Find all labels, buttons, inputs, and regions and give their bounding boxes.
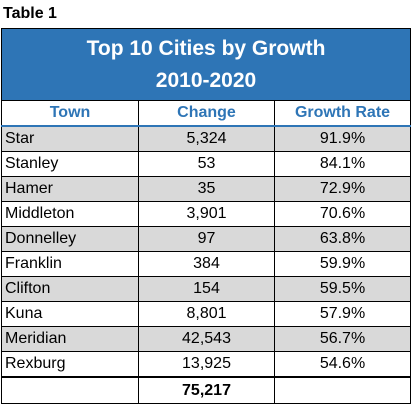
- town-cell: Stanley: [1, 151, 139, 177]
- column-header-town: Town: [1, 100, 139, 127]
- table-caption: Table 1: [3, 5, 57, 22]
- total-rate-cell: [274, 376, 411, 404]
- growth-table: Top 10 Cities by Growth 2010-2020 Town C…: [1, 28, 411, 404]
- total-label-cell: [1, 376, 139, 404]
- table-row: Kuna 8,801 57.9%: [1, 301, 411, 327]
- total-change-cell: 75,217: [138, 376, 275, 404]
- table-title-line1: Top 10 Cities by Growth: [86, 36, 326, 60]
- town-cell: Star: [1, 125, 139, 152]
- town-cell: Clifton: [1, 276, 139, 302]
- growth-rate-cell: 56.7%: [274, 326, 411, 352]
- growth-rate-cell: 84.1%: [274, 151, 411, 177]
- growth-rate-cell: 72.9%: [274, 176, 411, 202]
- table-row: Clifton 154 59.5%: [1, 276, 411, 302]
- table-row: Rexburg 13,925 54.6%: [1, 351, 411, 378]
- growth-rate-cell: 57.9%: [274, 301, 411, 327]
- table-row: Donnelley 97 63.8%: [1, 226, 411, 252]
- table-title-line2: 2010-2020: [155, 68, 257, 92]
- table-row: Hamer 35 72.9%: [1, 176, 411, 202]
- town-cell: Middleton: [1, 201, 139, 227]
- change-cell: 8,801: [138, 301, 275, 327]
- town-cell: Donnelley: [1, 226, 139, 252]
- growth-rate-cell: 59.9%: [274, 251, 411, 277]
- header-row: Town Change Growth Rate: [1, 100, 411, 127]
- column-header-change: Change: [138, 100, 275, 127]
- growth-rate-cell: 70.6%: [274, 201, 411, 227]
- change-cell: 53: [138, 151, 275, 177]
- column-header-growth-rate: Growth Rate: [274, 100, 411, 127]
- table-title: Top 10 Cities by Growth 2010-2020: [1, 28, 411, 101]
- town-cell: Kuna: [1, 301, 139, 327]
- table-row: Middleton 3,901 70.6%: [1, 201, 411, 227]
- table-row: Meridian 42,543 56.7%: [1, 326, 411, 352]
- change-cell: 35: [138, 176, 275, 202]
- change-cell: 3,901: [138, 201, 275, 227]
- growth-rate-cell: 63.8%: [274, 226, 411, 252]
- table-row: Franklin 384 59.9%: [1, 251, 411, 277]
- change-cell: 384: [138, 251, 275, 277]
- town-cell: Meridian: [1, 326, 139, 352]
- growth-rate-cell: 54.6%: [274, 351, 411, 378]
- table-row: Stanley 53 84.1%: [1, 151, 411, 177]
- growth-rate-cell: 91.9%: [274, 125, 411, 152]
- town-cell: Hamer: [1, 176, 139, 202]
- town-cell: Franklin: [1, 251, 139, 277]
- change-cell: 154: [138, 276, 275, 302]
- total-row: 75,217: [1, 376, 411, 404]
- growth-rate-cell: 59.5%: [274, 276, 411, 302]
- table-row: Star 5,324 91.9%: [1, 125, 411, 152]
- change-cell: 42,543: [138, 326, 275, 352]
- change-cell: 5,324: [138, 125, 275, 152]
- change-cell: 13,925: [138, 351, 275, 378]
- town-cell: Rexburg: [1, 351, 139, 378]
- change-cell: 97: [138, 226, 275, 252]
